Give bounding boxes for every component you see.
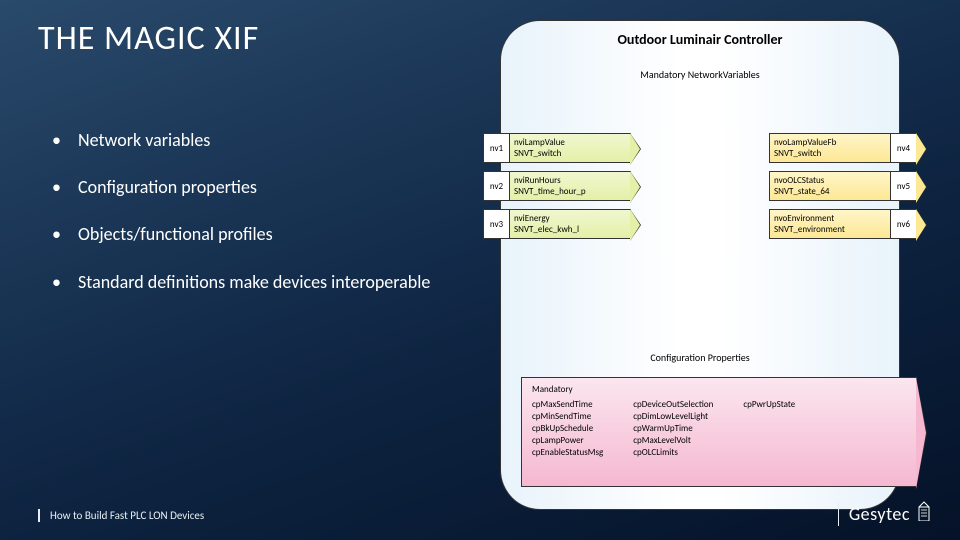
nv-input-box: nv1 nviLampValue SNVT_switch: [483, 133, 631, 163]
nv-tag: nv3: [484, 210, 510, 238]
nv-row: nv3 nviEnergy SNVT_elec_kwh_l nv6 nvoEnv…: [501, 209, 899, 239]
cp-item: cpMaxLevelVolt: [633, 435, 713, 446]
nv-section-label: Mandatory NetworkVariables: [501, 68, 899, 81]
nv-tag: nv6: [890, 210, 916, 238]
cp-mandatory-label: Mandatory: [532, 384, 906, 395]
nv-row: nv2 nviRunHours SNVT_time_hour_p nv5 nvo…: [501, 171, 899, 201]
nv-name: nvoOLCStatus: [774, 175, 886, 186]
footer-text: How to Build Fast PLC LON Devices: [38, 509, 204, 522]
slide-title: THE MAGIC XIF: [38, 18, 259, 59]
bullet-item: Configuration properties: [52, 175, 432, 200]
brand-name: Gesytec: [849, 503, 910, 525]
logo-separator: [838, 502, 839, 526]
bullet-item: Standard definitions make devices intero…: [52, 270, 432, 295]
nv-tag: nv5: [890, 172, 916, 200]
nv-type: SNVT_time_hour_p: [514, 186, 626, 197]
nv-body: nviEnergy SNVT_elec_kwh_l: [510, 210, 630, 238]
nv-output-box: nv5 nvoOLCStatus SNVT_state_64: [769, 171, 917, 201]
nv-output-box: nv4 nvoLampValueFb SNVT_switch: [769, 133, 917, 163]
nv-tag: nv2: [484, 172, 510, 200]
cp-item: cpDimLowLevelLight: [633, 411, 713, 422]
nv-name: nviLampValue: [514, 137, 626, 148]
cp-box: Mandatory cpMaxSendTime cpMinSendTime cp…: [521, 377, 917, 487]
bullet-item: Objects/functional profiles: [52, 222, 432, 247]
diagram-panel: Outdoor Luminair Controller Mandatory Ne…: [500, 20, 900, 510]
nv-body: nvoOLCStatus SNVT_state_64: [770, 172, 890, 200]
nv-tag: nv1: [484, 134, 510, 162]
cp-item: cpOLCLimits: [633, 447, 713, 458]
cp-item: cpPwrUpState: [743, 399, 795, 410]
cp-item: cpMinSendTime: [532, 411, 603, 422]
nv-input-box: nv2 nviRunHours SNVT_time_hour_p: [483, 171, 631, 201]
cp-section-label: Configuration Properties: [501, 351, 899, 364]
bullet-list: Network variables Configuration properti…: [52, 128, 432, 317]
bullet-item: Network variables: [52, 128, 432, 153]
brand-logo: Gesytec: [838, 501, 932, 526]
cp-col: cpPwrUpState: [743, 399, 795, 458]
nv-type: SNVT_elec_kwh_l: [514, 224, 626, 235]
nv-name: nvoEnvironment: [774, 213, 886, 224]
cp-col: cpDeviceOutSelection cpDimLowLevelLight …: [633, 399, 713, 458]
cp-item: cpMaxSendTime: [532, 399, 603, 410]
nv-body: nviRunHours SNVT_time_hour_p: [510, 172, 630, 200]
nv-row: nv1 nviLampValue SNVT_switch nv4 nvoLamp…: [501, 133, 899, 163]
nv-type: SNVT_switch: [774, 148, 886, 159]
nv-input-box: nv3 nviEnergy SNVT_elec_kwh_l: [483, 209, 631, 239]
cp-col: cpMaxSendTime cpMinSendTime cpBkUpSchedu…: [532, 399, 603, 458]
nv-type: SNVT_environment: [774, 224, 886, 235]
nv-name: nviRunHours: [514, 175, 626, 186]
nv-type: SNVT_state_64: [774, 186, 886, 197]
cp-item: cpBkUpSchedule: [532, 423, 603, 434]
nv-output-box: nv6 nvoEnvironment SNVT_environment: [769, 209, 917, 239]
nv-body: nviLampValue SNVT_switch: [510, 134, 630, 162]
nv-body: nvoLampValueFb SNVT_switch: [770, 134, 890, 162]
nv-name: nvoLampValueFb: [774, 137, 886, 148]
slide: THE MAGIC XIF Network variables Configur…: [0, 0, 960, 540]
cp-item: cpEnableStatusMsg: [532, 447, 603, 458]
nv-type: SNVT_switch: [514, 148, 626, 159]
nv-name: nviEnergy: [514, 213, 626, 224]
nv-tag: nv4: [890, 134, 916, 162]
cp-item: cpDeviceOutSelection: [633, 399, 713, 410]
building-icon: [916, 501, 932, 526]
cp-columns: cpMaxSendTime cpMinSendTime cpBkUpSchedu…: [532, 399, 906, 458]
cp-item: cpWarmUpTime: [633, 423, 713, 434]
nv-body: nvoEnvironment SNVT_environment: [770, 210, 890, 238]
panel-title: Outdoor Luminair Controller: [501, 31, 899, 48]
cp-item: cpLampPower: [532, 435, 603, 446]
